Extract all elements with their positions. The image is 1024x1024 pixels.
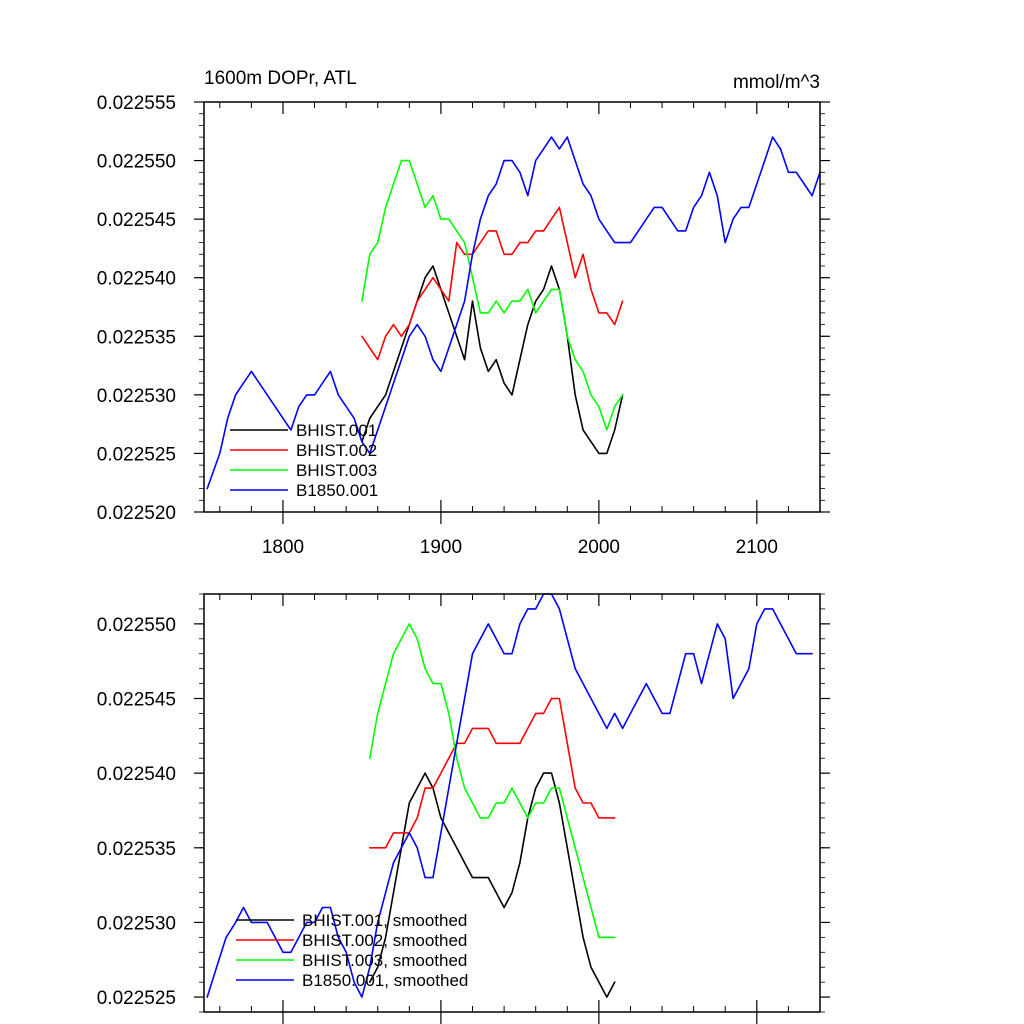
y-tick-label: 0.022535 (97, 327, 176, 348)
x-tick-label: 2000 (578, 537, 620, 558)
legend-label: BHIST.001 (296, 421, 377, 440)
top-panel: 1600m DOPr, ATL mmol/m^3 1800 1900 2000 210… (97, 68, 830, 558)
bottom-panel: 0.022525 0.022530 0.022535 0.022540 0.022545… (97, 593, 830, 1024)
y-tick-label: 0.022525 (97, 444, 176, 465)
y-tick-label: 0.022540 (97, 269, 176, 290)
y-tick-label: 0.022555 (97, 93, 176, 114)
series-line-bhist-002-smoothed (368, 697, 616, 849)
y-tick-label: 0.022535 (97, 839, 176, 860)
series-line-b1850-001 (206, 136, 821, 490)
legend-label: B1850.001, smoothed (302, 971, 468, 990)
legend-label: BHIST.001, smoothed (302, 911, 467, 930)
top-series-group (206, 136, 821, 490)
y-tick-label: 0.022550 (97, 152, 176, 173)
chart-title: 1600m DOPr, ATL (204, 68, 357, 89)
bottom-series-group (206, 593, 813, 998)
series-line-bhist-003-smoothed (368, 623, 616, 939)
legend-label: BHIST.002 (296, 441, 377, 460)
series-line-b1850-001-smoothed (206, 593, 813, 998)
y-tick-label: 0.022550 (97, 615, 176, 636)
y-tick-label: 0.022545 (97, 210, 176, 231)
y-tick-label: 0.022520 (97, 503, 176, 524)
y-tick-label: 0.022530 (97, 386, 176, 407)
x-tick-label: 1900 (420, 537, 462, 558)
series-line-bhist-002 (361, 206, 624, 361)
bottom-axes-ticks: 0.022525 0.022530 0.022535 0.022540 0.022545… (97, 593, 830, 1024)
bottom-plot-frame (203, 593, 821, 1013)
x-tick-label: 2100 (736, 537, 778, 558)
legend-label: B1850.001 (296, 481, 378, 500)
top-plot-frame (203, 101, 821, 513)
legend-label: BHIST.002, smoothed (302, 931, 467, 950)
y-tick-label: 0.022525 (97, 988, 176, 1009)
top-axes-ticks: 1800 1900 2000 2100 0.022520 0.022525 0.022530… (97, 93, 830, 558)
series-line-bhist-001 (361, 265, 624, 455)
y-tick-label: 0.022545 (97, 690, 176, 711)
x-tick-label: 1800 (262, 537, 304, 558)
series-line-bhist-001-smoothed (368, 772, 616, 998)
legend-label: BHIST.003 (296, 461, 377, 480)
series-line-bhist-003 (361, 159, 624, 431)
legend-label: BHIST.003, smoothed (302, 951, 467, 970)
y-tick-label: 0.022540 (97, 764, 176, 785)
units-label: mmol/m^3 (733, 72, 820, 93)
y-tick-label: 0.022530 (97, 913, 176, 934)
